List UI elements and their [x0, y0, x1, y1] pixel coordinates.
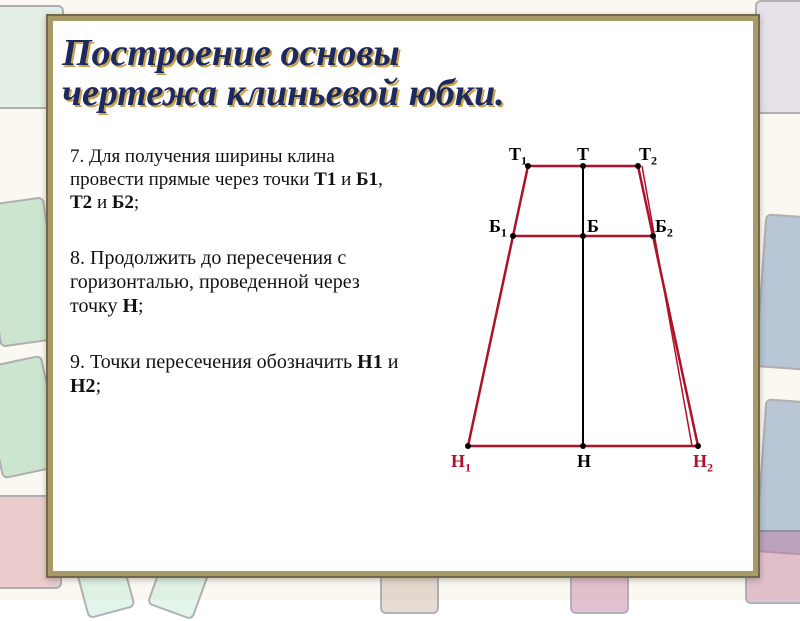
content-frame: Построение основы чертежа клиньевой юбки… — [46, 14, 760, 578]
step-7: 7. Для получения ширины клина провести п… — [70, 146, 405, 214]
label-T: Т — [577, 144, 589, 165]
step-num: 7. — [70, 146, 84, 167]
label-B: Б — [587, 216, 599, 237]
step-num: 8. — [70, 247, 85, 269]
title-line2: чертежа клиньевой юбки. — [62, 72, 505, 114]
step-9: 9. Точки пересечения обозначить Н1 и Н2; — [70, 350, 405, 398]
label-H1: Н1 — [451, 451, 471, 476]
label-B2: Б2 — [655, 216, 673, 241]
label-H: Н — [577, 451, 591, 472]
steps-text: 7. Для получения ширины клина провести п… — [70, 146, 405, 430]
label-H2: Н2 — [693, 451, 713, 476]
label-T1: Т1 — [509, 144, 527, 169]
wedge-diagram: Т Т1 Т2 Б Б1 Б2 Н Н1 Н2 — [433, 146, 733, 496]
label-T2: Т2 — [639, 144, 657, 169]
diagram-svg — [433, 146, 733, 486]
title-line1: Построение основы — [62, 32, 400, 74]
step-num: 9. — [70, 351, 85, 373]
label-B1: Б1 — [489, 216, 507, 241]
page-title: Построение основы чертежа клиньевой юбки… — [62, 34, 744, 114]
step-8: 8. Продолжить до пересечения с горизонта… — [70, 246, 405, 318]
